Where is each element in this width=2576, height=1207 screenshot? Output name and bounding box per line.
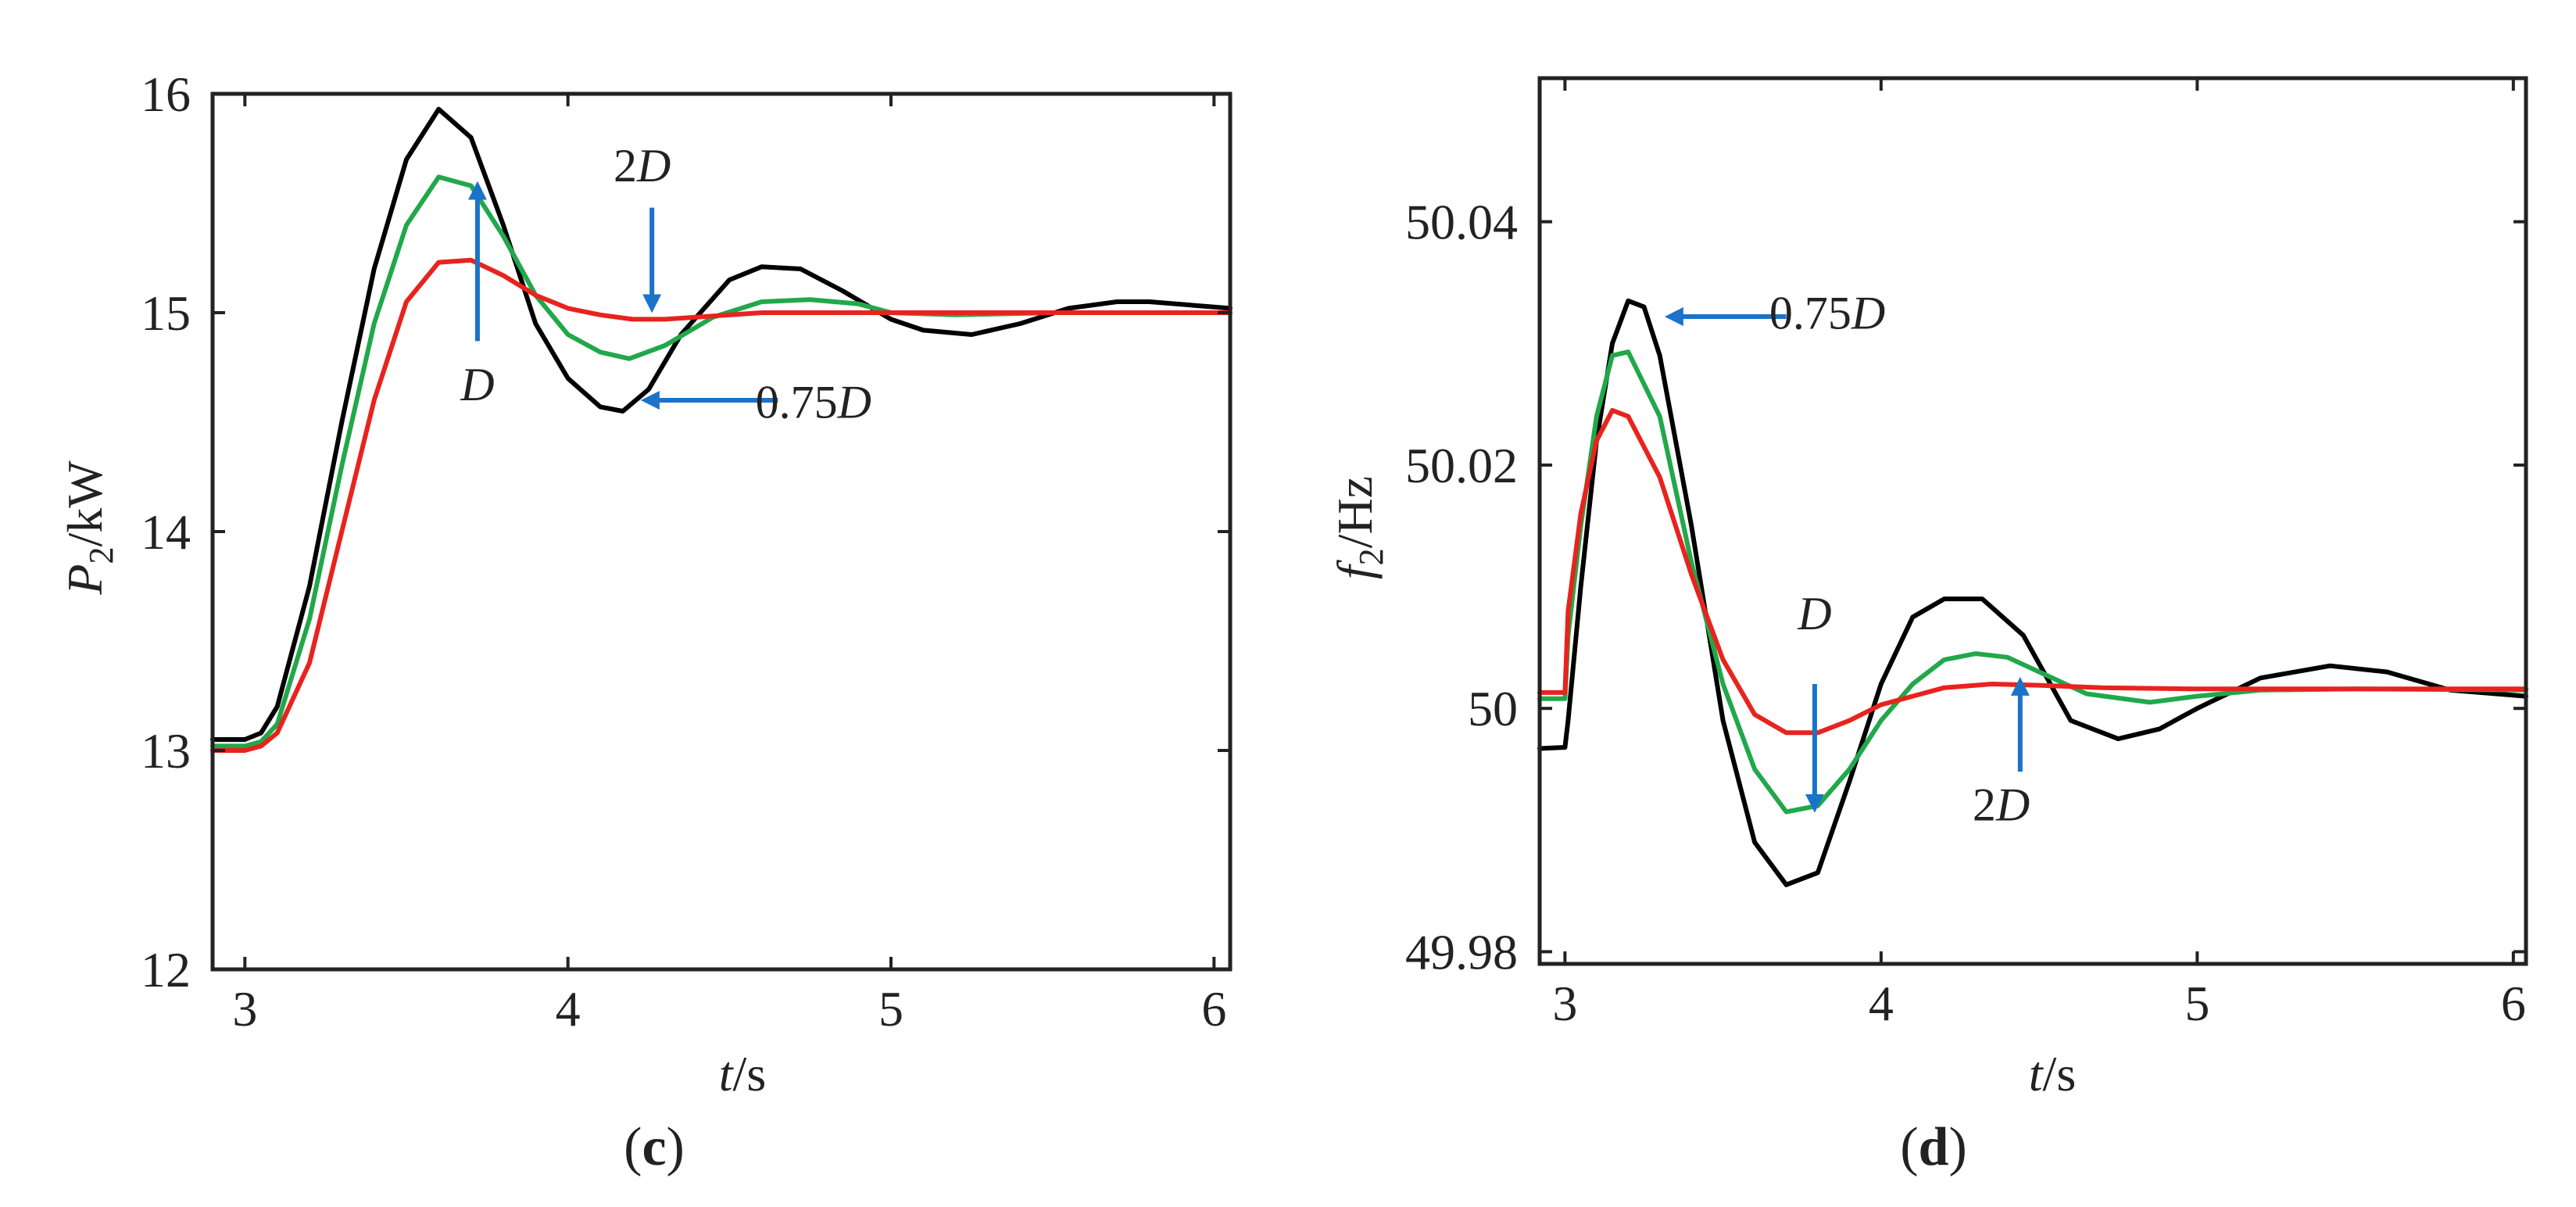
panel-c-chart: P2/kW t/s (c) 3 4 5 6 12 13 14 15 16 2D D 0.75D — [57, 66, 1233, 1177]
panel-d-x-tick-label: 4 — [1869, 976, 1894, 1031]
panel-d-x-tick-label: 5 — [2184, 976, 2209, 1031]
panel-c-series-line-2D — [210, 257, 1233, 753]
panel-c-series-line-D — [210, 174, 1233, 749]
panel-c-y-tick-label: 14 — [141, 504, 191, 560]
panel-c-x-axis-label: t/s — [719, 1046, 766, 1101]
panel-d-y-tick-label: 50.04 — [1405, 195, 1518, 250]
panel-d-series-line-2D — [1537, 407, 2528, 736]
panel-d-series-line-0_75D — [1537, 298, 2528, 887]
panel-c-plot-frame — [210, 91, 1233, 972]
panel-d-x-axis-label: t/s — [2029, 1046, 2076, 1101]
panel-d-y-tick-label: 50 — [1468, 681, 1518, 736]
panel-d-annotation-label: 2D — [1973, 779, 2030, 830]
panel-c-y-tick-label: 13 — [141, 723, 191, 779]
panel-c-y-tick-label: 16 — [141, 66, 191, 122]
panel-c-x-tick-label: 4 — [556, 981, 581, 1037]
panel-d-y-tick-label: 50.02 — [1405, 438, 1518, 493]
panel-d-x-tick-label: 3 — [1552, 976, 1577, 1031]
panel-d-annotation-label: 0.75D — [1769, 288, 1885, 339]
panel-c-y-axis-label: P2/kW — [57, 460, 120, 596]
panel-c-y-tick-label: 12 — [141, 942, 191, 997]
panel-d-x-tick-label: 6 — [2501, 976, 2526, 1031]
panel-c-y-tick-label: 15 — [141, 285, 191, 341]
panel-c-x-tick-label: 6 — [1201, 981, 1226, 1037]
panel-c-annotation-label: 2D — [614, 140, 671, 192]
panel-d-plot-frame — [1537, 76, 2528, 966]
panel-c-x-tick-label: 5 — [878, 981, 903, 1037]
panel-c-label: (c) — [624, 1117, 685, 1177]
panel-c-annotation-label: 0.75D — [756, 376, 871, 428]
panel-d-y-tick-label: 49.98 — [1405, 924, 1518, 980]
panel-d-y-axis-label: f2/Hz — [1327, 476, 1390, 579]
panel-d-chart: f2/Hz t/s (d) 3 4 5 6 49.98 50 50.02 50.04 0.75D… — [1327, 76, 2528, 1177]
panel-c-annotation-label: D — [460, 359, 494, 410]
panel-d-label: (d) — [1900, 1117, 1967, 1177]
panel-c-series-line-0_75D — [210, 106, 1233, 742]
panel-c-x-tick-label: 3 — [232, 981, 257, 1037]
panel-d-annotation-label: D — [1797, 588, 1831, 639]
panel-d-series-line-D — [1537, 349, 2528, 815]
